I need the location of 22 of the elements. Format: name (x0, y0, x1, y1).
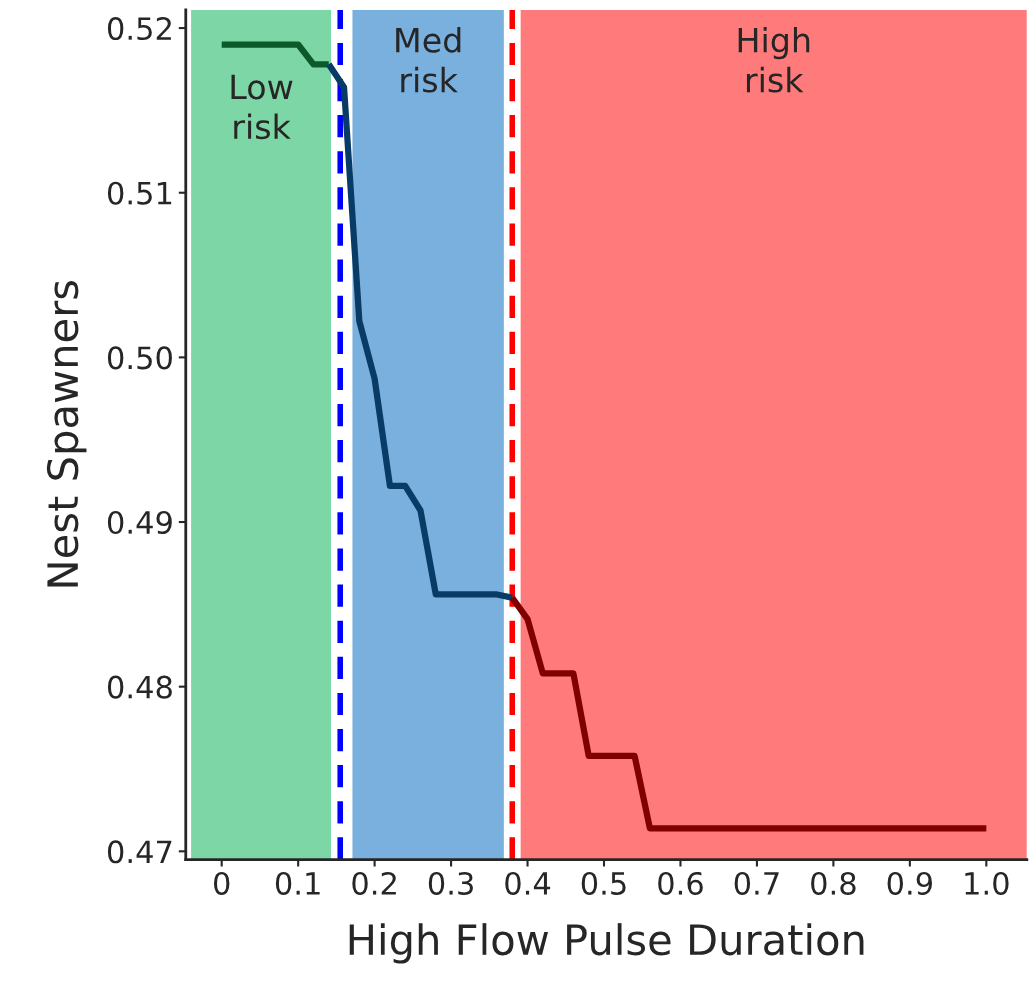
y-tick-label: 0.49 (107, 510, 172, 535)
x-tick-label: 0.5 (581, 871, 626, 896)
y-tick-label: 0.50 (107, 346, 172, 370)
x-tick-label: 0.8 (811, 871, 856, 896)
x-tick-label: 0.2 (352, 871, 396, 896)
x-tick-label: 0 (213, 871, 230, 896)
y-tick-label: 0.48 (107, 675, 172, 699)
x-tick-label: 0.9 (887, 871, 932, 896)
x-tick-label: 0.4 (505, 871, 551, 896)
y-tick-label: 0.51 (107, 181, 172, 205)
x-axis-title: High Flow Pulse Duration (349, 923, 864, 964)
y-tick-label: 0.52 (107, 17, 171, 41)
x-tick-label: 1.0 (965, 871, 1009, 896)
x-tick-label: 0.3 (428, 871, 473, 896)
x-tick-label: 0.6 (658, 871, 703, 896)
x-tick-label: 0.1 (275, 871, 320, 896)
y-axis-title: Nest Spawners (46, 281, 87, 587)
band-label: High risk (738, 26, 810, 93)
band-label: Low risk (231, 74, 293, 140)
x-tick-label: 0.7 (734, 871, 779, 896)
y-tick-label: 0.47 (107, 840, 172, 864)
band-label: Med risk (396, 26, 461, 93)
